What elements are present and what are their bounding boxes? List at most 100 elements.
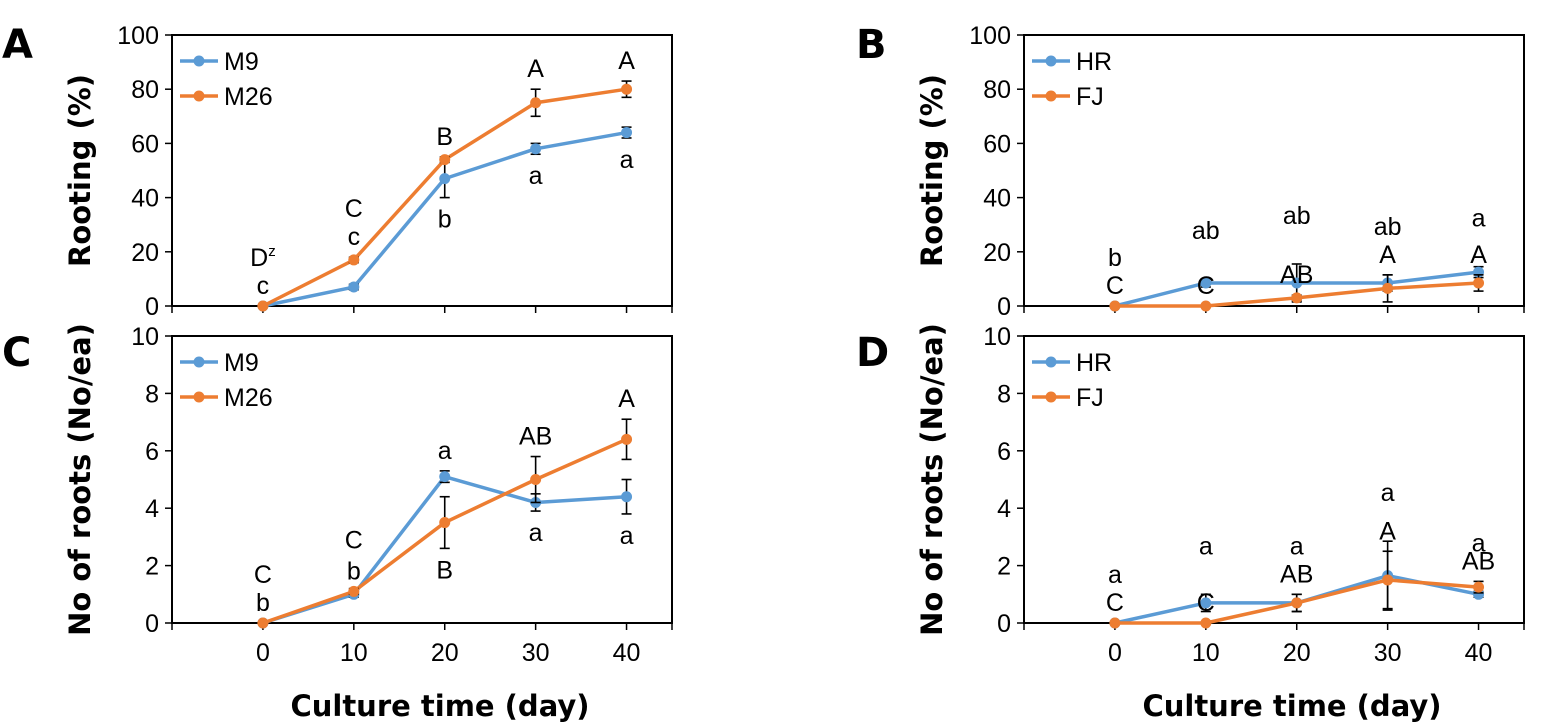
data-point <box>439 517 451 529</box>
y-tick-label: 10 <box>131 323 159 351</box>
significance-label: B <box>436 123 453 151</box>
y-tick-label: 8 <box>145 380 159 408</box>
significance-label: B <box>436 556 453 584</box>
data-point <box>621 83 633 95</box>
significance-superscript: z <box>268 243 276 260</box>
significance-label: a <box>1472 205 1486 233</box>
significance-label: C <box>1106 589 1124 617</box>
significance-label: a <box>1108 561 1122 589</box>
x-tick-label: 30 <box>522 639 550 667</box>
data-point <box>1382 574 1394 586</box>
significance-label: b <box>1108 244 1122 272</box>
data-point <box>439 173 451 185</box>
y-tick-label: 20 <box>983 239 1011 267</box>
data-point <box>621 127 633 139</box>
significance-label: AB <box>1462 547 1495 575</box>
y-tick-label: 100 <box>117 22 159 50</box>
data-point <box>530 143 542 155</box>
plot-frame <box>1023 335 1525 624</box>
panel-b: 0 20 40 60 80 100 Rooting (%) Bb ab ab ab a C C AB A A HR… <box>856 22 1525 321</box>
y-tick-label: 0 <box>997 610 1011 638</box>
data-point <box>1473 581 1485 593</box>
data-point <box>530 474 542 485</box>
x-axis-title: Culture time (day) <box>290 689 589 723</box>
panel-letter: B <box>856 22 887 68</box>
x-tick-label: 10 <box>1192 639 1220 667</box>
legend-label: M26 <box>224 384 273 412</box>
legend-label: HR <box>1076 48 1112 76</box>
significance-label: a <box>1381 479 1395 507</box>
data-point <box>1473 277 1485 289</box>
panel-d: 0 2 4 6 8 10 0 10 20 30 40 No of roots (No/ea) Cultu… <box>856 323 1525 723</box>
data-point <box>621 491 633 503</box>
y-tick-label: 8 <box>997 380 1011 408</box>
significance-label: A <box>1379 517 1396 545</box>
data-point <box>1291 597 1303 609</box>
y-tick-label: 2 <box>997 553 1011 581</box>
y-tick-label: 6 <box>145 438 159 466</box>
significance-label: a <box>620 522 634 550</box>
legend-marker <box>1045 356 1057 368</box>
y-tick-label: 80 <box>983 76 1011 104</box>
data-point <box>1109 300 1121 312</box>
y-tick-label: 0 <box>997 293 1011 321</box>
significance-label: C <box>1197 272 1215 300</box>
significance-label: a <box>529 519 543 547</box>
series-fj <box>1109 550 1485 629</box>
x-tick-label: 30 <box>1374 639 1402 667</box>
x-tick-label: 20 <box>1283 639 1311 667</box>
data-point <box>439 471 451 483</box>
legend-label: FJ <box>1076 384 1104 412</box>
panel-letter: C <box>2 330 31 376</box>
legend-label: M9 <box>224 48 259 76</box>
significance-label: a <box>529 162 543 190</box>
y-axis-title: No of roots (No/ea) <box>915 323 949 636</box>
x-tick-label: 10 <box>340 639 368 667</box>
significance-label: b <box>256 589 270 617</box>
plot-frame <box>171 335 673 624</box>
y-tick-label: 60 <box>983 130 1011 158</box>
legend-marker <box>1045 90 1057 102</box>
legend-marker <box>1045 391 1057 403</box>
y-tick-label: 20 <box>131 239 159 267</box>
x-tick-label: 0 <box>256 639 270 667</box>
y-axis-title: Rooting (%) <box>915 74 949 267</box>
plot-frame <box>171 34 673 307</box>
significance-label: AB <box>1280 261 1313 289</box>
data-point <box>348 254 360 266</box>
significance-label: A <box>1470 241 1487 269</box>
significance-label: C <box>1197 589 1215 617</box>
significance-label: AB <box>519 423 552 451</box>
legend-label: FJ <box>1076 83 1104 111</box>
significance-label: AB <box>1280 560 1313 588</box>
legend-marker <box>1045 55 1057 67</box>
legend-marker <box>193 356 205 368</box>
legend-label: HR <box>1076 349 1112 377</box>
y-tick-label: 4 <box>997 495 1011 523</box>
data-point <box>348 585 360 597</box>
significance-label: b <box>347 557 361 585</box>
significance-label: A <box>618 385 635 413</box>
significance-label: C <box>254 561 272 589</box>
data-point <box>1291 277 1303 289</box>
significance-label: a <box>1472 529 1486 557</box>
significance-label: b <box>438 206 452 234</box>
legend: HR FJ <box>1032 48 1112 111</box>
data-point <box>1200 617 1212 629</box>
significance-label: a <box>1290 532 1304 560</box>
y-tick-label: 0 <box>145 610 159 638</box>
legend-marker <box>193 90 205 102</box>
y-axis-title: Rooting (%) <box>63 74 97 267</box>
significance-label: ab <box>1192 217 1220 245</box>
significance-label: C <box>345 195 363 223</box>
data-point <box>530 97 542 109</box>
data-point <box>1200 597 1212 609</box>
significance-label: c <box>257 272 270 300</box>
legend-label: M9 <box>224 349 259 377</box>
y-tick-label: 100 <box>969 22 1011 50</box>
significance-label: ab <box>1374 213 1402 241</box>
data-point <box>439 154 451 166</box>
